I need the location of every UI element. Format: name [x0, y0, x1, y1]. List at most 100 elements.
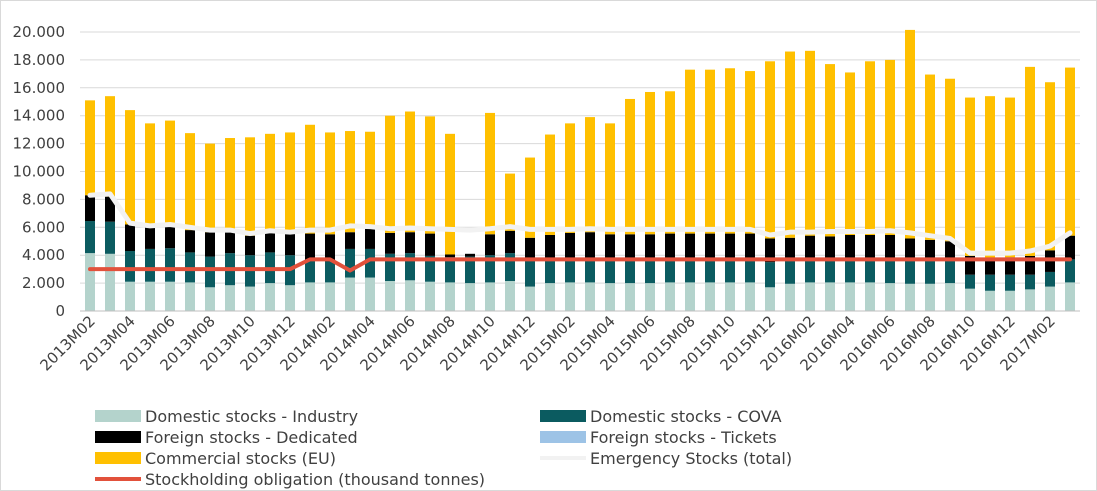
bar-segment	[885, 234, 895, 261]
bar-segment	[985, 274, 995, 291]
bar-segment	[1025, 274, 1035, 290]
bar-segment	[1005, 257, 1015, 275]
bar-segment	[345, 232, 355, 249]
bar-segment	[1065, 259, 1075, 283]
bar-segment	[405, 232, 415, 254]
bar-segment	[825, 64, 835, 237]
series-lines	[87, 191, 1073, 273]
bar-segment	[305, 260, 315, 283]
bar-segment	[925, 260, 935, 284]
bar-segment	[245, 137, 255, 236]
legend-label: Foreign stocks - Dedicated	[145, 428, 358, 447]
bar-segment	[1005, 274, 1015, 291]
bar-segment	[545, 283, 555, 311]
bar-segment	[165, 226, 175, 249]
bar-segment	[1005, 290, 1015, 311]
bar-segment	[905, 283, 915, 311]
bar-segment	[105, 96, 115, 197]
bar-segment	[765, 287, 775, 311]
bar-segment	[845, 72, 855, 235]
y-tick-label: 10.000	[13, 163, 66, 181]
legend-swatch	[540, 410, 586, 422]
bar-segment	[85, 195, 95, 222]
bar-segment	[945, 260, 955, 284]
bar-segment	[285, 132, 295, 233]
bar-segment	[605, 260, 615, 284]
bar-segment	[505, 230, 515, 254]
bar-segment	[245, 235, 255, 256]
bar-segment	[585, 232, 595, 260]
bar-segment	[625, 234, 635, 261]
bar-segment	[1045, 82, 1055, 251]
bar-segment	[585, 117, 595, 233]
bar-segment	[445, 133, 455, 255]
series-line	[88, 257, 1072, 273]
bar-segment	[985, 290, 995, 311]
legend-label: Foreign stocks - Tickets	[590, 428, 777, 447]
bar-segment	[265, 232, 275, 253]
bar-segment	[285, 285, 295, 311]
bar-segment	[245, 286, 255, 311]
bar-segment	[305, 124, 315, 234]
bar-segment	[285, 232, 295, 256]
y-tick-label: 14.000	[13, 107, 66, 125]
bar-segment	[445, 257, 455, 283]
bar-segment	[985, 96, 995, 259]
bar-segment	[345, 248, 355, 278]
legend-swatch	[95, 431, 141, 443]
bar-segment	[725, 233, 735, 260]
bar-segment	[185, 282, 195, 311]
bar-segment	[905, 29, 915, 239]
bar-segment	[425, 233, 435, 256]
legend-swatch	[540, 431, 586, 443]
bar-segment	[365, 228, 375, 249]
bar-segment	[525, 237, 535, 261]
bar-segment	[685, 282, 695, 311]
bar-segment	[1065, 282, 1075, 311]
y-tick-label: 20.000	[13, 23, 66, 41]
bar-segment	[865, 259, 875, 283]
bar-segment	[685, 69, 695, 234]
bar-segment	[645, 91, 655, 235]
bar-segment	[885, 59, 895, 235]
bar-segment	[1065, 235, 1075, 260]
legend-swatch	[95, 452, 141, 464]
bar-segment	[565, 259, 575, 283]
bar-segment	[705, 233, 715, 260]
bar-segment	[1025, 255, 1035, 275]
bar-segment	[345, 277, 355, 311]
bar-segment	[805, 282, 815, 311]
bar-segment	[105, 221, 115, 254]
bar-segment	[125, 224, 135, 252]
bar-segment	[125, 251, 135, 282]
bar-segment	[585, 282, 595, 311]
bar-segment	[745, 233, 755, 260]
bar-segment	[845, 234, 855, 260]
legend: Domestic stocks - Industry Domestic stock…	[95, 407, 792, 489]
bar-segment	[425, 255, 435, 282]
bar-segment	[945, 78, 955, 242]
y-tick-label: 0	[55, 302, 65, 320]
y-tick-label: 2.000	[22, 274, 65, 292]
bar-segment	[325, 282, 335, 311]
bar-segment	[225, 232, 235, 254]
bar-segment	[445, 282, 455, 311]
bar-segment	[905, 238, 915, 261]
bar-segment	[305, 233, 315, 261]
bar-segment	[785, 51, 795, 238]
bar-segment	[165, 248, 175, 282]
bar-segment	[345, 131, 355, 233]
bar-segment	[105, 253, 115, 311]
bar-segment	[865, 282, 875, 311]
bar-segment	[685, 233, 695, 260]
bar-segment	[605, 234, 615, 261]
bar-segment	[145, 227, 155, 249]
bar-segment	[945, 283, 955, 311]
bar-segment	[505, 281, 515, 311]
bar-segment	[825, 259, 835, 283]
bar-segment	[1025, 66, 1035, 256]
bar-segment	[865, 234, 875, 260]
bar-segment	[445, 254, 455, 258]
bar-segment	[765, 262, 775, 288]
bar-segment	[605, 283, 615, 311]
